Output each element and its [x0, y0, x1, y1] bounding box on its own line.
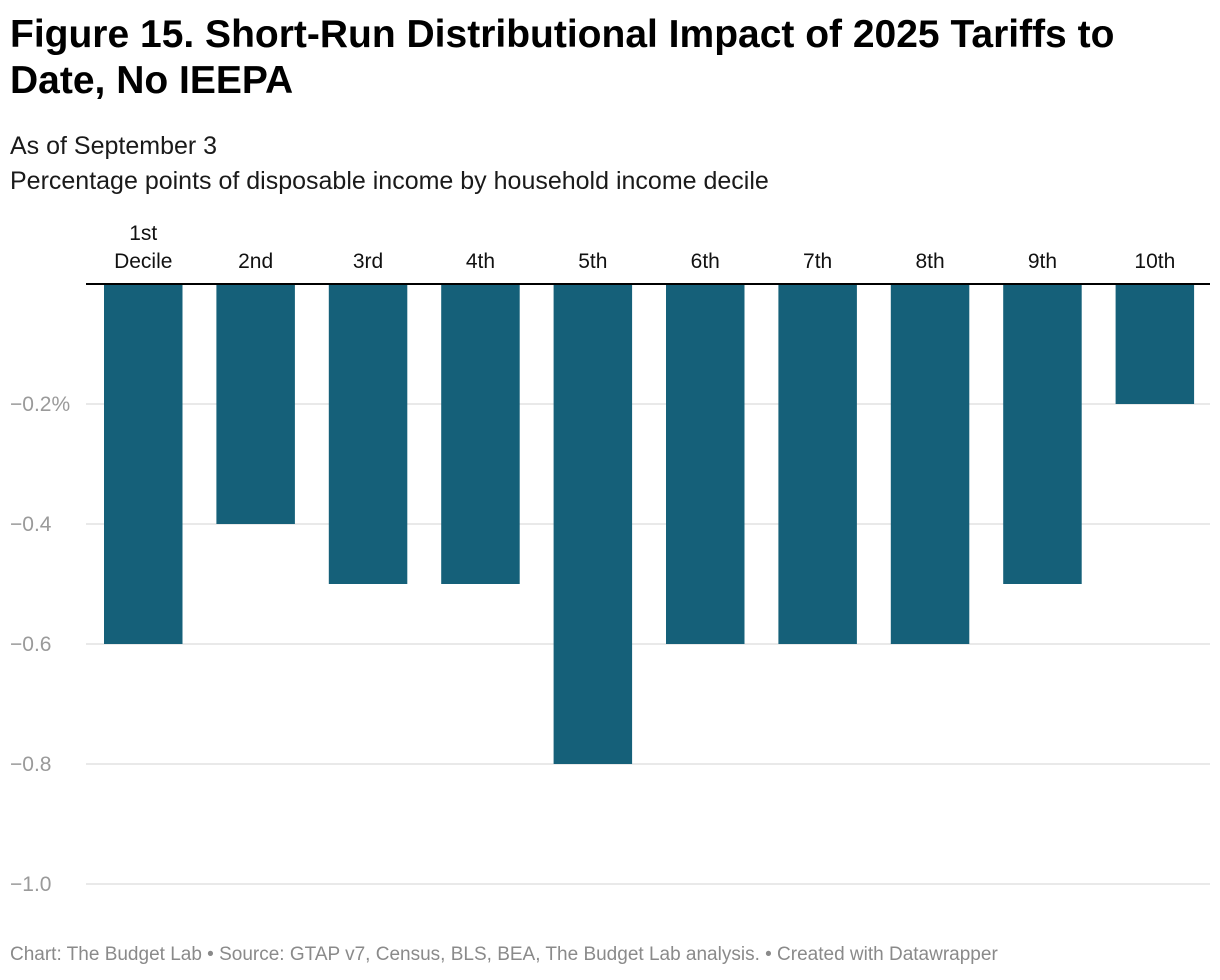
bar — [890, 284, 970, 644]
bar — [1003, 284, 1082, 584]
bar — [441, 284, 520, 584]
category-label: 10th — [1134, 250, 1175, 273]
chart-subtitle-units: Percentage points of disposable income b… — [10, 167, 769, 195]
category-label: 5th — [578, 250, 607, 273]
category-label: 6th — [691, 250, 720, 273]
category-label: 1st — [129, 222, 157, 245]
y-axis-tick-labels: −0.2% −0.4 −0.6 −0.8 −1.0 — [10, 393, 70, 896]
chart-title: Figure 15. Short-Run Distributional Impa… — [10, 13, 1115, 102]
category-label: 4th — [466, 250, 495, 273]
category-label: 9th — [1028, 250, 1057, 273]
bar — [553, 284, 633, 764]
category-label: 3rd — [353, 250, 383, 273]
y-tick-label: −0.4 — [10, 513, 52, 536]
category-label: 2nd — [238, 250, 273, 273]
y-tick-label: −0.6 — [10, 633, 51, 656]
category-labels: 1st Decile 2nd 3rd 4th 5th 6th 7th 8th 9th 10th — [114, 222, 1175, 273]
category-label: 8th — [915, 250, 944, 273]
category-label: 7th — [803, 250, 832, 273]
bar — [666, 284, 745, 644]
bar — [1115, 284, 1195, 404]
bar — [104, 284, 183, 644]
chart-footer-credits: Chart: The Budget Lab • Source: GTAP v7,… — [10, 944, 998, 965]
category-label: Decile — [114, 250, 172, 273]
bar — [328, 284, 408, 584]
bars — [104, 284, 1195, 764]
bar-chart: −0.2% −0.4 −0.6 −0.8 −1.0 1st Decile 2nd 3rd 4th… — [10, 222, 1210, 896]
y-tick-label: −0.8 — [10, 753, 51, 776]
y-tick-label: −0.2% — [10, 393, 70, 416]
bar — [216, 284, 295, 524]
y-tick-label: −1.0 — [10, 873, 51, 896]
bar — [778, 284, 857, 644]
chart-subtitle-date: As of September 3 — [10, 132, 218, 160]
